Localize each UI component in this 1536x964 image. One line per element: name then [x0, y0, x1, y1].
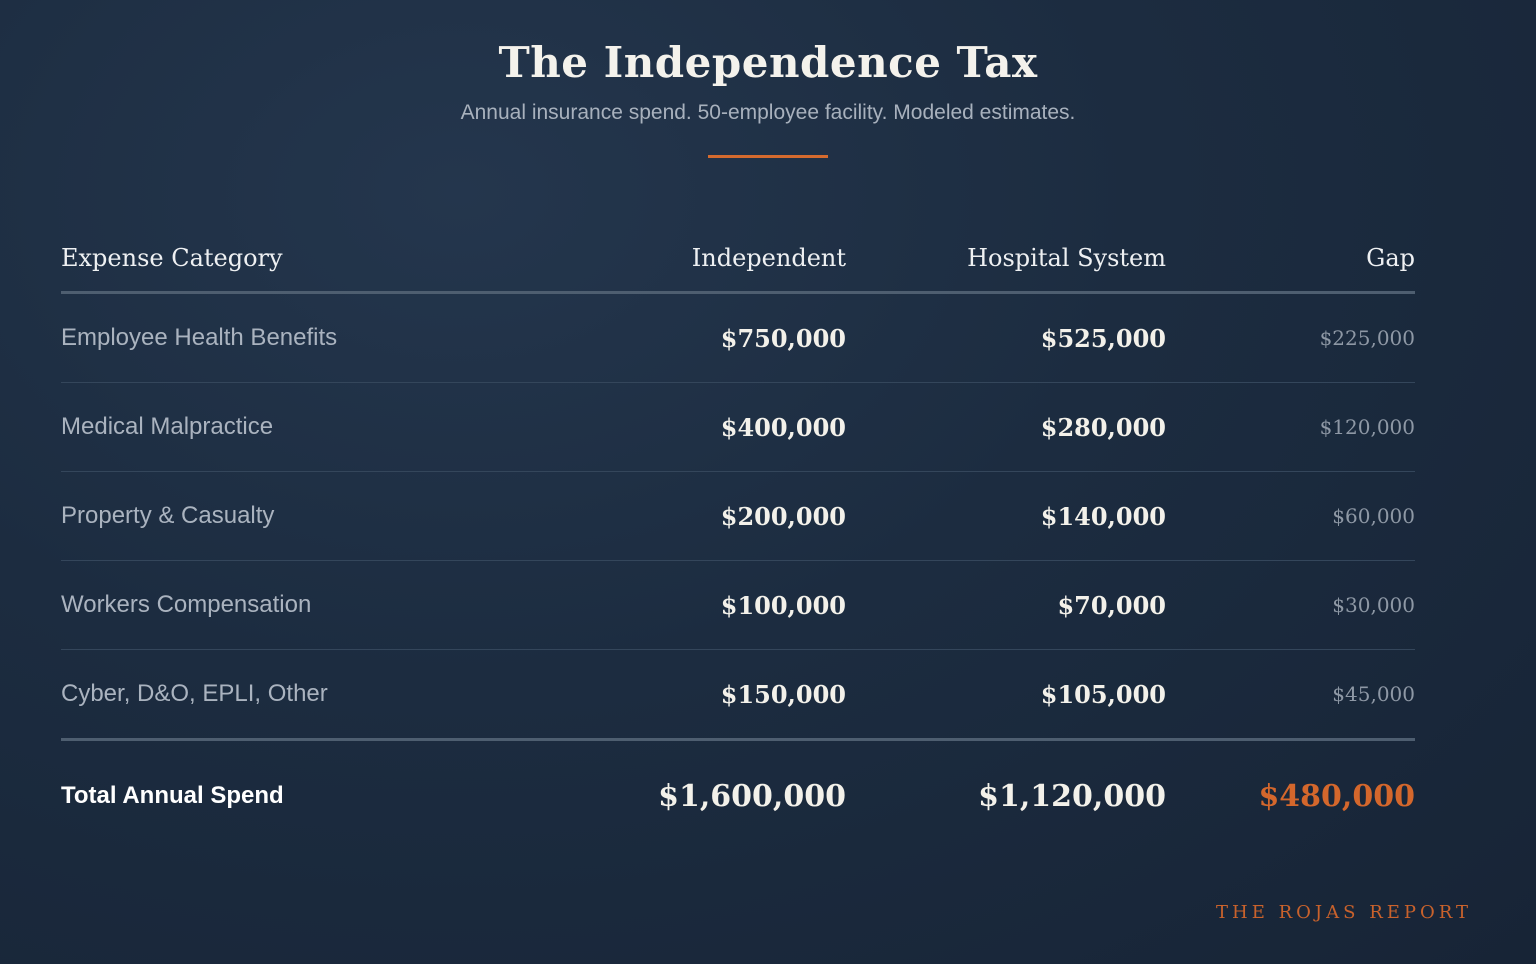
accent-divider [708, 155, 828, 158]
row-hospital-value: $280,000 [1040, 412, 1166, 442]
row-gap-value: $30,000 [1332, 593, 1415, 617]
row-hospital-value: $140,000 [1040, 501, 1166, 531]
row-category: Employee Health Benefits [61, 324, 338, 351]
column-header-independent: Independent [691, 244, 846, 272]
row-category: Cyber, D&O, EPLI, Other [61, 680, 328, 707]
row-independent-value: $750,000 [720, 323, 846, 353]
chart-title: The Independence Tax [498, 38, 1038, 87]
row-gap-value: $45,000 [1332, 682, 1415, 706]
column-header-hospital: Hospital System [967, 244, 1166, 272]
total-row: Total Annual Spend $1,600,000 $1,120,000… [61, 741, 1415, 851]
row-category: Medical Malpractice [61, 413, 274, 440]
expense-table: Expense Category Independent Hospital Sy… [61, 225, 1415, 851]
table-header-row: Expense Category Independent Hospital Sy… [61, 225, 1415, 294]
row-gap-value: $225,000 [1319, 326, 1415, 350]
row-independent-value: $200,000 [720, 501, 846, 531]
total-hospital-value: $1,120,000 [978, 778, 1166, 814]
row-hospital-value: $70,000 [1057, 590, 1166, 620]
table-row: Employee Health Benefits $750,000 $525,0… [61, 294, 1415, 383]
row-category: Workers Compensation [61, 591, 312, 618]
chart-header: The Independence Tax Annual insurance sp… [0, 38, 1536, 158]
total-label: Total Annual Spend [61, 782, 284, 809]
brand-wordmark: THE ROJAS REPORT [1216, 902, 1472, 923]
chart-subtitle: Annual insurance spend. 50-employee faci… [460, 101, 1076, 124]
row-hospital-value: $525,000 [1040, 323, 1166, 353]
row-gap-value: $120,000 [1319, 415, 1415, 439]
table-row: Property & Casualty $200,000 $140,000 $6… [61, 472, 1415, 561]
row-hospital-value: $105,000 [1040, 679, 1166, 709]
total-gap-value: $480,000 [1258, 778, 1415, 814]
column-header-category: Expense Category [61, 244, 283, 272]
table-row: Cyber, D&O, EPLI, Other $150,000 $105,00… [61, 650, 1415, 741]
row-gap-value: $60,000 [1332, 504, 1415, 528]
table-row: Medical Malpractice $400,000 $280,000 $1… [61, 383, 1415, 472]
row-independent-value: $100,000 [720, 590, 846, 620]
table-row: Workers Compensation $100,000 $70,000 $3… [61, 561, 1415, 650]
total-independent-value: $1,600,000 [658, 778, 846, 814]
row-category: Property & Casualty [61, 502, 275, 529]
column-header-gap: Gap [1366, 244, 1415, 272]
row-independent-value: $400,000 [720, 412, 846, 442]
row-independent-value: $150,000 [720, 679, 846, 709]
